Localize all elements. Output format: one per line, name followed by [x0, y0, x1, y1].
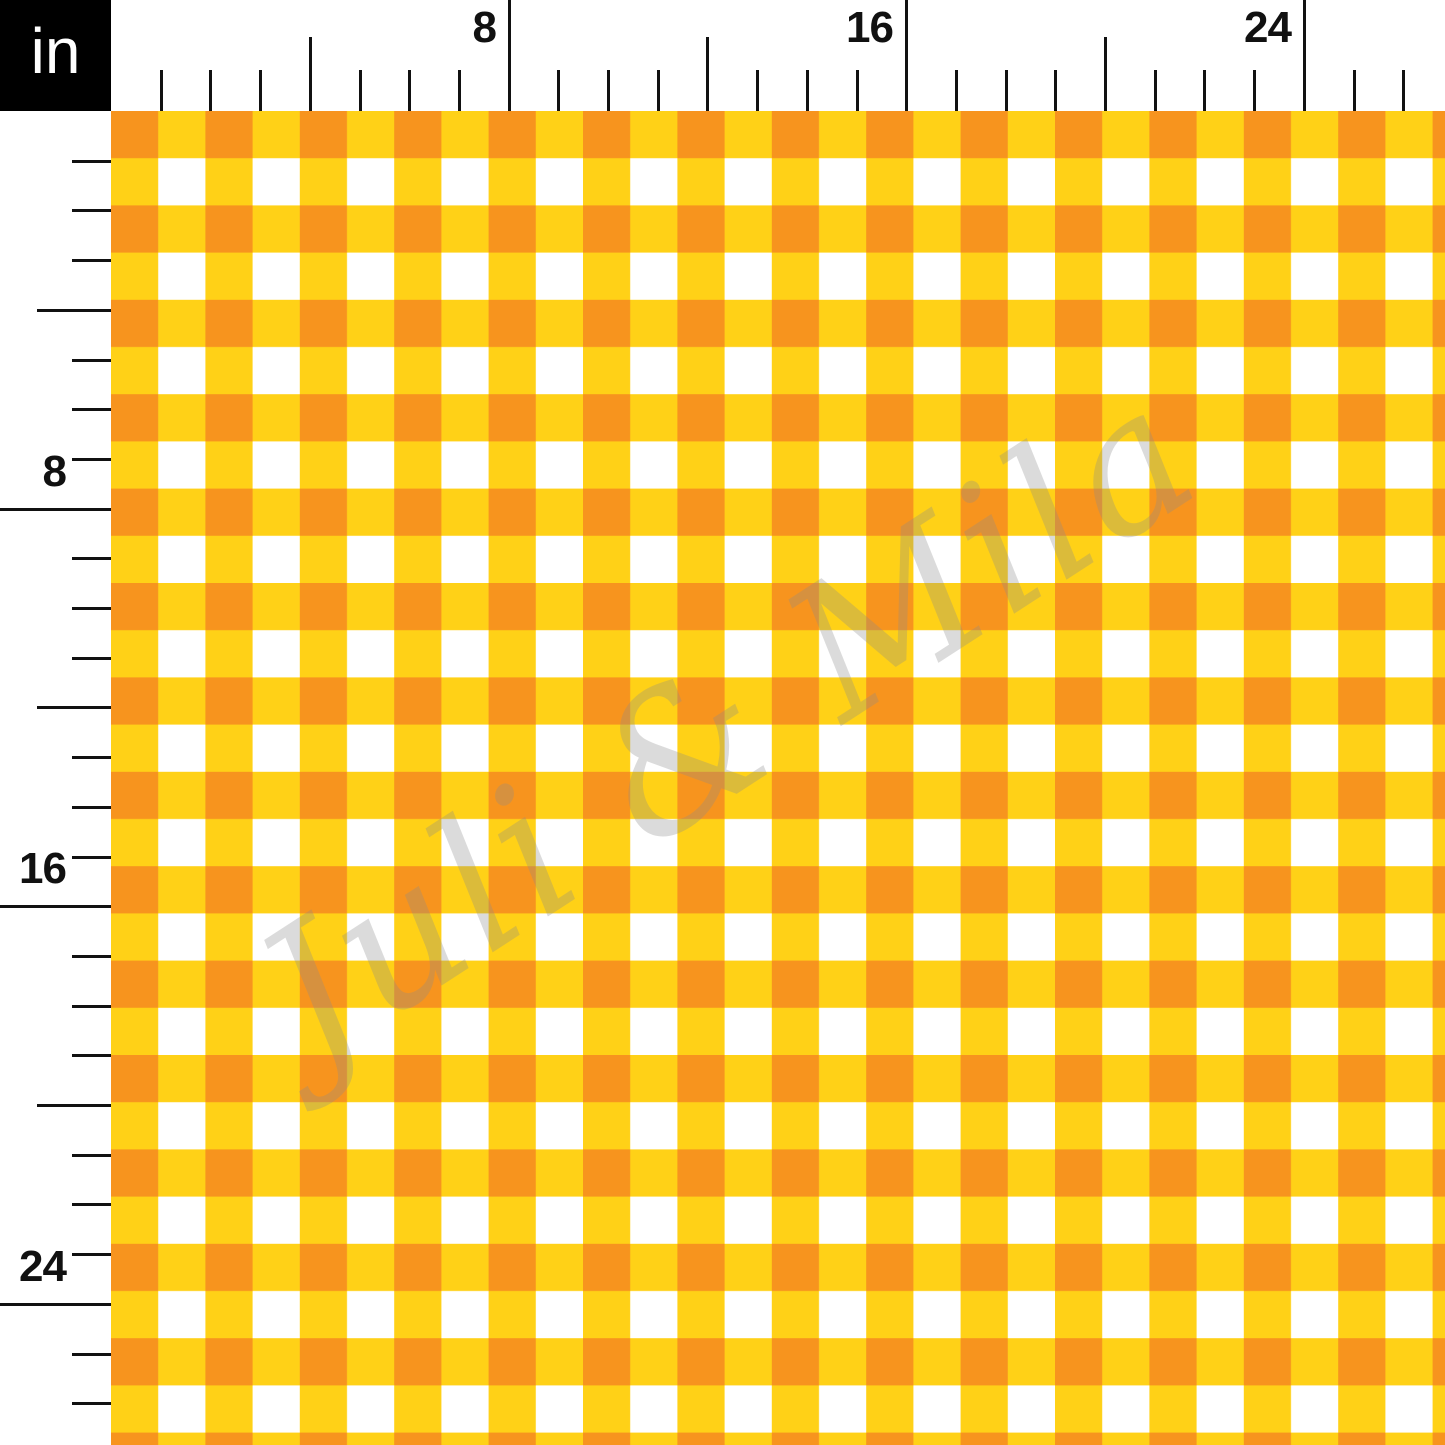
top-ruler-tick-4in — [309, 37, 312, 111]
left-ruler-tick-8in — [0, 508, 111, 511]
left-ruler-tick-3in — [72, 259, 111, 262]
left-ruler-tick-7in — [72, 458, 111, 461]
top-ruler-tick-17in — [955, 70, 958, 111]
left-ruler-tick-15in — [72, 856, 111, 859]
top-ruler-label-8in: 8 — [472, 3, 498, 52]
top-ruler: 8 16 24 — [111, 0, 1445, 111]
left-ruler-tick-18in — [72, 1005, 111, 1008]
left-ruler-tick-16in — [0, 905, 111, 908]
left-ruler-tick-24in — [0, 1303, 111, 1306]
gingham-swatch: Juli & Mila — [111, 111, 1445, 1445]
top-ruler-tick-3in — [259, 70, 262, 111]
left-ruler-tick-26in — [72, 1402, 111, 1405]
left-ruler-tick-17in — [72, 955, 111, 958]
top-ruler-tick-6in — [408, 70, 411, 111]
top-ruler-tick-26in — [1402, 70, 1405, 111]
left-ruler-label-24in: 24 — [19, 1242, 67, 1291]
top-ruler-tick-23in — [1253, 70, 1256, 111]
top-ruler-tick-22in — [1203, 70, 1206, 111]
ruler-unit-box: in — [0, 0, 111, 111]
left-ruler-tick-11in — [72, 657, 111, 660]
top-ruler-tick-13in — [756, 70, 759, 111]
left-ruler-tick-13in — [72, 756, 111, 759]
top-ruler-tick-2in — [209, 70, 212, 111]
ruler-unit-label: in — [30, 14, 81, 87]
left-ruler-tick-4in — [37, 309, 111, 312]
top-ruler-tick-10in — [607, 70, 610, 111]
left-ruler-label-8in: 8 — [42, 447, 68, 496]
gingham-check-svg — [111, 111, 1445, 1445]
top-ruler-label-24in: 24 — [1244, 3, 1292, 52]
left-ruler-tick-14in — [72, 806, 111, 809]
top-ruler-tick-19in — [1054, 70, 1057, 111]
top-ruler-tick-7in — [458, 70, 461, 111]
left-ruler-tick-10in — [72, 607, 111, 610]
top-ruler-tick-16in — [905, 0, 908, 111]
left-ruler-tick-2in — [72, 209, 111, 212]
top-ruler-tick-18in — [1005, 70, 1008, 111]
left-ruler-tick-21in — [72, 1154, 111, 1157]
top-ruler-tick-25in — [1353, 70, 1356, 111]
top-ruler-tick-15in — [856, 70, 859, 111]
left-ruler-tick-6in — [72, 408, 111, 411]
top-ruler-tick-24in — [1303, 0, 1306, 111]
top-ruler-tick-20in — [1104, 37, 1107, 111]
left-ruler-tick-9in — [72, 557, 111, 560]
left-ruler-tick-5in — [72, 359, 111, 362]
top-ruler-tick-11in — [657, 70, 660, 111]
top-ruler-tick-9in — [557, 70, 560, 111]
top-ruler-label-16in: 16 — [846, 3, 894, 52]
top-ruler-tick-12in — [706, 37, 709, 111]
left-ruler-tick-22in — [72, 1203, 111, 1206]
left-ruler-tick-25in — [72, 1353, 111, 1356]
left-ruler-tick-12in — [37, 706, 111, 709]
left-ruler-tick-1in — [72, 160, 111, 163]
top-ruler-tick-14in — [806, 70, 809, 111]
left-ruler-tick-19in — [72, 1054, 111, 1057]
left-ruler-tick-20in — [37, 1104, 111, 1107]
left-ruler-tick-23in — [72, 1253, 111, 1256]
top-ruler-tick-21in — [1154, 70, 1157, 111]
top-ruler-tick-8in — [508, 0, 511, 111]
left-ruler-label-16in: 16 — [19, 844, 67, 893]
left-ruler: 8 16 24 — [0, 111, 111, 1445]
top-ruler-tick-1in — [160, 70, 163, 111]
top-ruler-tick-5in — [359, 70, 362, 111]
